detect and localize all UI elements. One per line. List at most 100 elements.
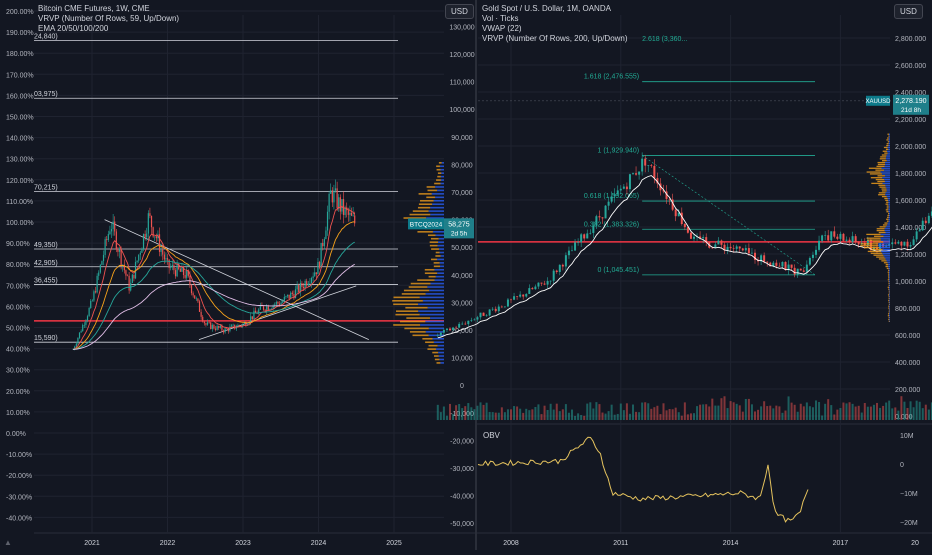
right-volume-profile-bar-up [886,226,890,227]
left-volume-profile-bar-up [427,286,444,288]
left-candle-body [84,325,85,326]
right-volume-profile-bar-up [888,219,890,220]
right-volume-bar [751,404,753,420]
right-candle-body [815,250,817,255]
right-volume-profile-bar-down [875,170,884,171]
right-volume-bar [666,410,668,420]
right-candle-body [717,241,719,245]
left-candle-body [345,207,346,215]
right-volume-bar [595,402,597,420]
right-candle-body [583,234,585,238]
left-currency-button[interactable]: USD [445,4,474,19]
right-volume-profile-bar-down [882,154,887,155]
left-candle-body [282,301,283,303]
right-volume-profile-bar-up [889,205,890,206]
right-volume-profile-bar-down [887,207,889,208]
left-volume-profile-bar-up [439,359,444,361]
left-candle-body [218,326,219,328]
left-price-tick-label: 120,000 [449,52,474,59]
right-candle-body [473,320,475,321]
right-legend-vrvp[interactable]: VRVP (Number Of Rows, 200, Up/Down) [482,34,628,44]
left-volume-profile-bar-up [438,352,444,354]
left-candle-body [205,323,206,325]
right-volume-bar [568,413,570,420]
left-candle-body [81,331,82,332]
left-legend-vrvp[interactable]: VRVP (Number Of Rows, 59, Up/Down) [38,14,179,24]
right-volume-profile-bar-up [889,143,890,144]
left-percent-tick-label: 130.00% [6,157,34,164]
left-candle-body [308,284,309,286]
left-legend-ema[interactable]: EMA 20/50/100/200 [38,24,179,34]
right-time-tick-label: 2014 [723,540,739,547]
fib-level-label: 1 (1,929.940) [597,147,639,154]
right-candle-body [778,266,780,267]
left-volume-profile-bar-down [425,272,437,274]
right-volume-bar [464,406,466,420]
right-volume-profile-bar-down [867,239,881,240]
right-volume-bar [638,412,640,420]
left-candle-body [349,213,350,215]
right-candle-body [544,284,546,285]
right-volume-bar [446,416,448,420]
right-price-tick-label: 2,600.000 [895,63,926,70]
right-volume-bar [440,412,442,420]
right-volume-profile-bar-up [889,211,890,212]
left-volume-profile-bar-up [436,348,444,350]
right-volume-profile-bar-down [888,213,889,214]
right-volume-profile-bar-up [889,311,890,312]
left-candle-body [301,283,302,287]
obv-pane-label[interactable]: OBV [483,431,500,441]
right-volume-profile-bar-down [886,145,888,146]
left-candle-body [317,262,318,274]
left-volume-profile-bar-up [420,324,444,326]
right-volume-profile-bar-up [884,170,890,171]
right-legend-vol[interactable]: Vol · Ticks [482,14,628,24]
left-volume-profile-bar-down [436,179,441,181]
left-percent-tick-label: -40.00% [6,515,32,522]
left-candle-body [93,291,94,300]
left-volume-profile-bar-up [440,165,444,167]
left-candle-body [277,302,278,304]
right-candle-body [550,281,552,282]
left-candle-body [121,249,122,266]
right-volume-profile-bar-up [885,181,890,182]
left-candle-body [127,276,128,277]
right-volume-bar [830,405,832,420]
right-candle-body [919,230,921,231]
left-candle-body [77,338,78,344]
right-candle-body [830,231,832,240]
left-candle-body [297,285,298,289]
right-volume-profile-bar-down [876,256,884,257]
right-volume-bar [769,406,771,420]
right-volume-profile-bar-up [888,262,890,263]
left-legend-symbol[interactable]: Bitcoin CME Futures, 1W, CME [38,4,179,14]
right-currency-button[interactable]: USD [894,4,923,19]
right-candle-body [794,268,796,275]
right-price-tick-label: 400.000 [895,360,920,367]
right-candle-body [928,216,930,223]
right-volume-profile-bar-down [886,139,888,140]
right-legend-symbol[interactable]: Gold Spot / U.S. Dollar, 1M, OANDA [482,4,628,14]
left-percent-tick-label: 100.00% [6,220,34,227]
left-candle-body [151,216,152,227]
right-candle-body [565,255,567,266]
right-volume-profile-bar-up [885,166,890,167]
left-volume-profile-bar-down [428,234,436,236]
right-legend-vwap[interactable]: VWAP (22) [482,24,628,34]
right-candle-body [638,171,640,174]
left-chart-legend: Bitcoin CME Futures, 1W, CME VRVP (Numbe… [38,4,179,34]
left-volume-profile-bar-up [438,241,444,243]
left-candle-body [156,236,157,238]
right-volume-profile-bar-up [887,160,890,161]
left-price-level-label: 42,905) [34,260,58,267]
right-volume-profile-bar-down [887,215,889,216]
left-volume-profile-bar-down [420,200,434,202]
left-candle-body [162,250,163,255]
right-volume-profile-bar-down [880,156,886,157]
right-volume-profile-bar-up [888,200,890,201]
right-volume-profile-bar-down [888,313,889,314]
left-candle-body [250,316,251,322]
left-candle-body [95,291,96,292]
right-candle-body [489,309,491,315]
